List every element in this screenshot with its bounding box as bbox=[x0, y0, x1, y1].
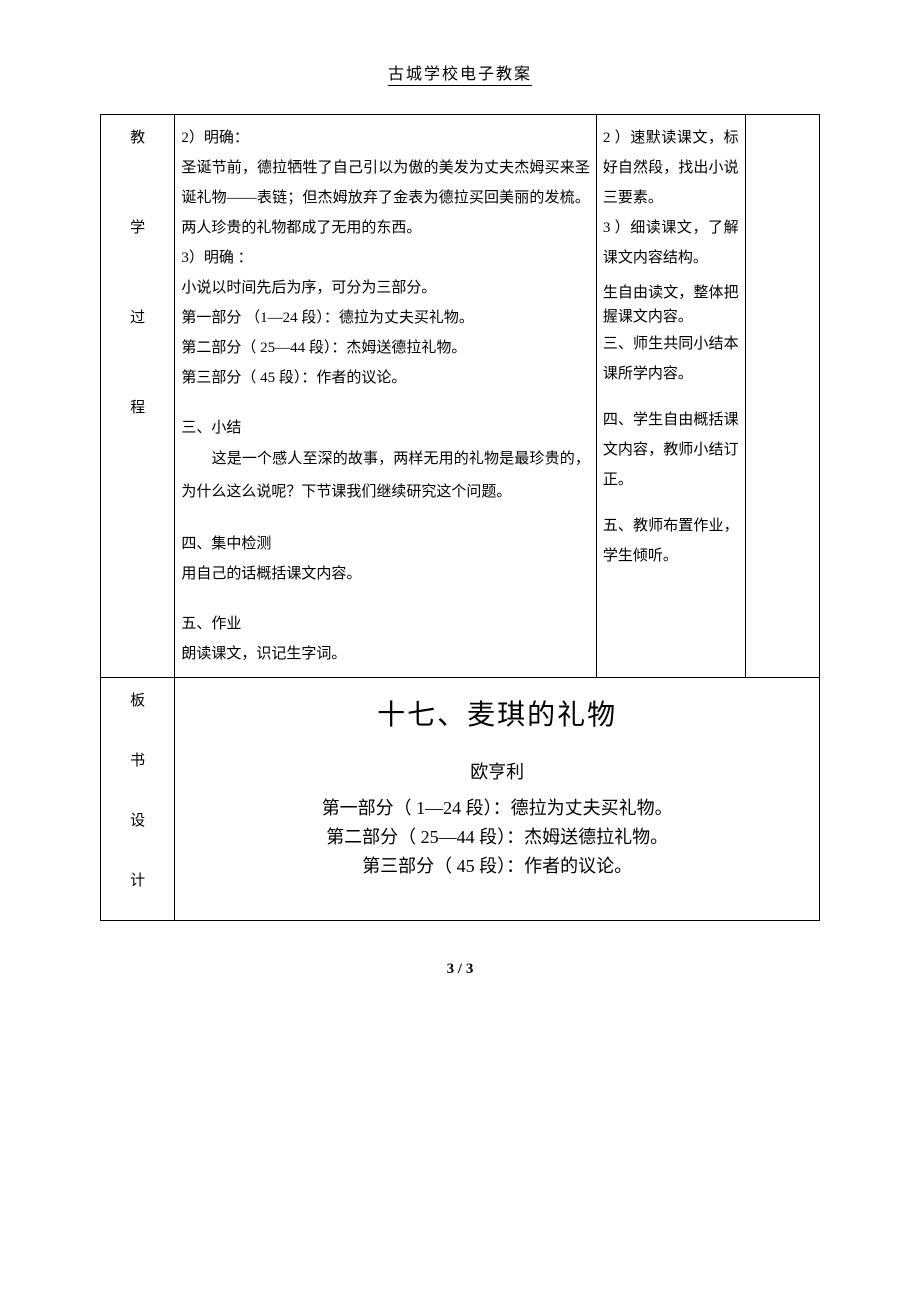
side-label-board-text: 板 书 设 计 bbox=[130, 693, 145, 889]
activity-section3: 三、师生共同小结本课所学内容。 bbox=[603, 329, 739, 389]
activity-2: 2 ）速默读课文，标好自然段，找出小说三要素。 bbox=[603, 123, 739, 213]
teaching-main-content: 2）明确： 圣诞节前，德拉牺牲了自己引以为傲的美发为丈夫杰姆买来圣诞礼物——表链… bbox=[175, 115, 596, 678]
board-line-2: 第二部分（ 25—44 段）：杰姆送德拉礼物。 bbox=[195, 823, 799, 852]
student-activity-content: 2 ）速默读课文，标好自然段，找出小说三要素。 3 ）细读课文，了解课文内容结构… bbox=[596, 115, 745, 678]
board-design-content: 十七、麦琪的礼物 欧亨利 第一部分（ 1—24 段）：德拉为丈夫买礼物。 第二部… bbox=[175, 678, 820, 921]
board-line-3: 第三部分（ 45 段）：作者的议论。 bbox=[195, 852, 799, 881]
para-section5-title: 五、作业 bbox=[181, 609, 589, 639]
para-section3-title: 三、小结 bbox=[181, 413, 589, 443]
para-clarify3: 3）明确 ： bbox=[181, 243, 589, 273]
activity-section5: 五、教师布置作业，学生倾听。 bbox=[603, 511, 739, 571]
board-title: 十七、麦琪的礼物 bbox=[195, 688, 799, 744]
para-section3-body: 这是一个感人至深的故事，两样无用的礼物是最珍贵的，为什么这么说呢？下节课我们继续… bbox=[181, 443, 589, 509]
page-number: 3 / 3 bbox=[100, 961, 820, 978]
activity-free-read: 生自由读文，整体把握课文内容。 bbox=[603, 281, 739, 329]
table-row-process: 教 学 过 程 2）明确： 圣诞节前，德拉牺牲了自己引以为傲的美发为丈夫杰姆买来… bbox=[101, 115, 820, 678]
para-section4-body: 用自己的话概括课文内容。 bbox=[181, 559, 589, 589]
para-structure-intro: 小说以时间先后为序，可分为三部分。 bbox=[181, 273, 589, 303]
para-clarify2: 2）明确： bbox=[181, 123, 589, 153]
table-row-board: 板 书 设 计 十七、麦琪的礼物 欧亨利 第一部分（ 1—24 段）：德拉为丈夫… bbox=[101, 678, 820, 921]
para-part3: 第三部分（ 45 段）：作者的议论。 bbox=[181, 363, 589, 393]
board-line-1: 第一部分（ 1—24 段）：德拉为丈夫买礼物。 bbox=[195, 794, 799, 823]
empty-column bbox=[745, 115, 819, 678]
side-label-board: 板 书 设 计 bbox=[101, 678, 175, 921]
activity-section4: 四、学生自由概括课文内容，教师小结订正。 bbox=[603, 405, 739, 495]
para-section5-body: 朗读课文，识记生字词。 bbox=[181, 639, 589, 669]
board-author: 欧亨利 bbox=[195, 754, 799, 790]
para-part2: 第二部分（ 25—44 段）：杰姆送德拉礼物。 bbox=[181, 333, 589, 363]
para-part1: 第一部分 （1—24 段）：德拉为丈夫买礼物。 bbox=[181, 303, 589, 333]
activity-3: 3 ）细读课文，了解课文内容结构。 bbox=[603, 213, 739, 273]
side-label-process-text: 教 学 过 程 bbox=[130, 130, 145, 416]
para-summary-story: 圣诞节前，德拉牺牲了自己引以为傲的美发为丈夫杰姆买来圣诞礼物——表链；但杰姆放弃… bbox=[181, 153, 589, 243]
lesson-table: 教 学 过 程 2）明确： 圣诞节前，德拉牺牲了自己引以为傲的美发为丈夫杰姆买来… bbox=[100, 114, 820, 921]
para-section4-title: 四、集中检测 bbox=[181, 529, 589, 559]
page-header-title: 古城学校电子教案 bbox=[100, 60, 820, 84]
side-label-process: 教 学 过 程 bbox=[101, 115, 175, 678]
